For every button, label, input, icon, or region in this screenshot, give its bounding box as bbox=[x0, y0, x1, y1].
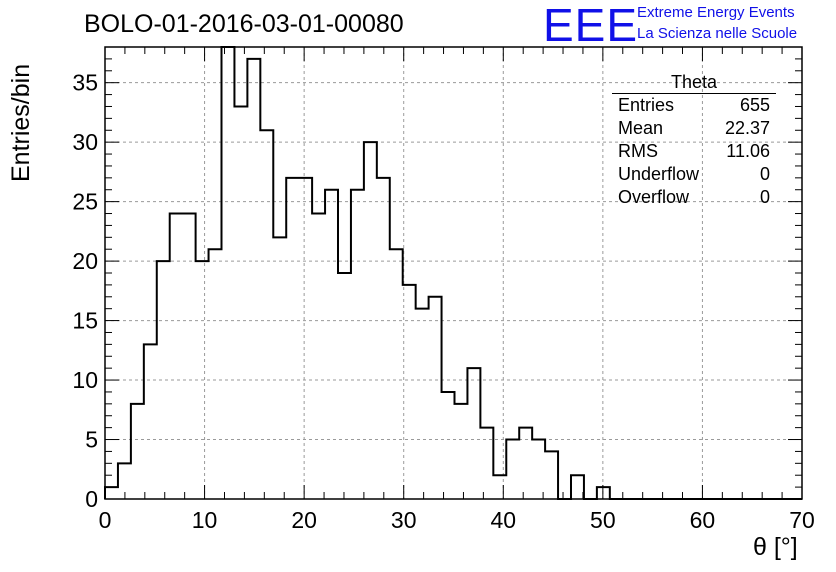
stats-value: 22.37 bbox=[724, 118, 770, 138]
logo-line-1: Extreme Energy Events bbox=[637, 4, 795, 21]
stats-value: 0 bbox=[759, 164, 770, 184]
histogram-bin bbox=[377, 178, 390, 499]
histogram-bin bbox=[234, 106, 247, 499]
x-tick-label: 10 bbox=[192, 507, 218, 533]
stats-row-mean: Mean 22.37 bbox=[612, 117, 776, 140]
stats-title: Theta bbox=[612, 72, 776, 94]
stats-label: Mean bbox=[618, 118, 664, 138]
histogram-bin bbox=[260, 130, 273, 499]
histogram-bin bbox=[454, 404, 467, 499]
y-tick-label: 0 bbox=[85, 486, 98, 512]
x-tick-label: 70 bbox=[789, 507, 815, 533]
stats-value: 11.06 bbox=[726, 141, 770, 161]
logo-line-2: La Scienza nelle Scuole bbox=[637, 25, 798, 42]
histogram-bin bbox=[131, 404, 144, 499]
y-tick-label: 5 bbox=[85, 427, 98, 453]
histogram-bin bbox=[480, 428, 493, 499]
x-tick-label: 40 bbox=[490, 507, 516, 533]
histogram-bin bbox=[351, 190, 364, 499]
histogram-bin bbox=[338, 273, 351, 499]
histogram-bin bbox=[183, 214, 196, 499]
histogram-bin bbox=[403, 285, 416, 499]
histogram-bin bbox=[312, 214, 325, 499]
histogram-bin bbox=[325, 190, 338, 499]
histogram-outline bbox=[104, 46, 802, 500]
stats-value: 655 bbox=[739, 95, 770, 115]
y-tick-label: 10 bbox=[72, 367, 98, 393]
histogram-bin bbox=[286, 178, 299, 499]
histogram-bin bbox=[390, 249, 403, 499]
y-tick-label: 30 bbox=[72, 129, 98, 155]
x-axis-label: θ [°] bbox=[753, 533, 798, 561]
histogram-bin bbox=[170, 214, 183, 499]
histogram-bin bbox=[545, 451, 558, 499]
histogram-bin bbox=[221, 47, 234, 499]
histogram-bin bbox=[429, 297, 442, 499]
y-axis-label: Entries/bin bbox=[7, 63, 35, 182]
y-tick-label: 20 bbox=[72, 248, 98, 274]
stats-box: Theta Entries 655 Mean 22.37 RMS 11.06 U… bbox=[612, 72, 776, 209]
histogram-bin bbox=[105, 487, 118, 499]
histogram-bin bbox=[493, 475, 506, 499]
stats-row-underflow: Underflow 0 bbox=[612, 163, 776, 186]
histogram-bin bbox=[506, 440, 519, 499]
stats-label: RMS bbox=[618, 141, 658, 161]
stats-row-entries: Entries 655 bbox=[612, 94, 776, 117]
histogram-bin bbox=[209, 249, 222, 499]
histogram-bin bbox=[273, 237, 286, 499]
stats-value: 0 bbox=[759, 187, 770, 207]
x-tick-label: 60 bbox=[690, 507, 716, 533]
x-tick-label: 30 bbox=[391, 507, 417, 533]
x-tick-label: 0 bbox=[99, 507, 112, 533]
stats-label: Overflow bbox=[618, 187, 690, 207]
y-tick-label: 15 bbox=[72, 308, 98, 334]
x-tick-label: 20 bbox=[291, 507, 317, 533]
histogram-bin bbox=[144, 344, 157, 499]
stats-row-rms: RMS 11.06 bbox=[612, 140, 776, 163]
histogram-bin bbox=[467, 368, 480, 499]
stats-label: Underflow bbox=[618, 164, 700, 184]
histogram-bin bbox=[247, 59, 260, 499]
histogram-bin bbox=[442, 392, 455, 499]
y-tick-label: 35 bbox=[72, 70, 98, 96]
stats-label: Entries bbox=[618, 95, 675, 115]
stats-row-overflow: Overflow 0 bbox=[612, 186, 776, 209]
x-tick-label: 50 bbox=[590, 507, 616, 533]
histogram-bin bbox=[571, 475, 584, 499]
histogram-bin bbox=[416, 309, 429, 499]
run-title: BOLO-01-2016-03-01-00080 bbox=[84, 10, 404, 38]
histogram-bin bbox=[299, 178, 312, 499]
eee-logo: EEE bbox=[543, 0, 639, 51]
histogram-bin bbox=[519, 428, 532, 499]
histogram-bin bbox=[532, 440, 545, 499]
y-tick-label: 25 bbox=[72, 189, 98, 215]
